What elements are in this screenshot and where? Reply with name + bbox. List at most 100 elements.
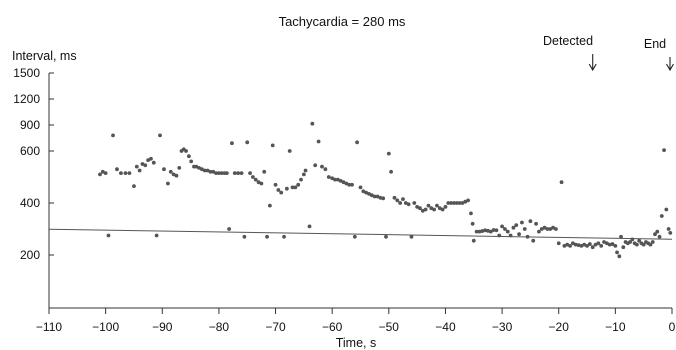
x-tick-label: −110 xyxy=(36,320,62,334)
data-point xyxy=(230,141,234,146)
data-point xyxy=(398,201,403,205)
data-point xyxy=(115,167,119,172)
data-point xyxy=(392,195,397,200)
data-point xyxy=(534,221,538,226)
data-point xyxy=(418,206,422,211)
data-point xyxy=(662,148,666,153)
data-point xyxy=(449,201,454,205)
annotation-detected-label: Detected xyxy=(543,34,593,48)
annotation-end-arrowhead xyxy=(666,63,674,72)
data-point xyxy=(470,221,475,226)
data-point xyxy=(149,156,153,161)
data-point xyxy=(389,169,393,174)
x-tick-label: −30 xyxy=(492,320,513,334)
data-point xyxy=(488,229,493,234)
x-tick-label: −10 xyxy=(605,320,626,334)
data-point xyxy=(423,207,428,212)
data-point xyxy=(553,227,558,231)
data-point xyxy=(641,242,646,247)
data-point xyxy=(514,223,519,228)
data-point xyxy=(361,189,366,194)
data-point xyxy=(316,139,321,144)
data-point xyxy=(664,207,669,212)
data-point xyxy=(539,227,544,231)
data-point xyxy=(326,175,331,179)
data-point xyxy=(657,234,662,239)
data-point xyxy=(211,169,216,174)
data-point xyxy=(500,224,504,229)
data-point xyxy=(98,172,102,177)
data-point xyxy=(151,160,156,165)
data-point xyxy=(262,169,267,174)
data-point xyxy=(593,242,598,247)
data-point xyxy=(403,201,408,205)
data-point xyxy=(232,171,237,176)
data-point xyxy=(166,181,170,186)
data-point xyxy=(599,244,604,248)
data-point xyxy=(330,176,335,181)
annotation-end-label: End xyxy=(644,37,666,51)
data-point xyxy=(140,162,145,166)
data-point xyxy=(483,228,487,233)
data-point xyxy=(568,244,572,248)
data-point xyxy=(194,164,199,169)
data-point xyxy=(511,225,516,230)
chart-title: Tachycardia = 280 ms xyxy=(279,14,406,29)
data-point xyxy=(460,201,465,205)
data-point xyxy=(420,208,425,213)
x-ticks: −110 −100 −90 −80 −70 −60 −50 −40 −30 −20 −10 0 xyxy=(36,308,676,334)
data-point xyxy=(565,242,570,247)
data-point xyxy=(119,171,123,176)
data-point xyxy=(520,220,524,225)
data-point xyxy=(375,194,380,199)
data-point xyxy=(168,169,173,174)
y-tick-label: 1500 xyxy=(13,66,40,80)
data-point xyxy=(100,169,105,174)
data-point xyxy=(650,240,655,244)
data-point xyxy=(528,219,533,224)
data-point xyxy=(412,201,417,205)
data-point xyxy=(219,171,224,176)
data-point xyxy=(111,133,115,138)
data-point xyxy=(214,171,218,176)
data-point xyxy=(426,203,431,208)
data-point xyxy=(469,211,473,216)
x-tick-label: −90 xyxy=(152,320,173,334)
data-point xyxy=(303,168,308,173)
data-point xyxy=(474,229,479,234)
y-tick-label: 200 xyxy=(20,248,40,262)
data-point xyxy=(457,201,462,205)
data-point xyxy=(491,228,496,232)
data-point xyxy=(443,205,448,209)
data-point xyxy=(200,167,204,172)
data-point xyxy=(276,188,281,192)
data-point xyxy=(463,199,468,204)
data-point xyxy=(307,224,312,229)
data-point xyxy=(364,190,369,195)
data-point xyxy=(256,180,261,185)
data-point xyxy=(497,233,502,238)
data-point xyxy=(477,229,482,234)
data-point xyxy=(162,167,166,172)
data-point xyxy=(224,171,229,176)
data-point xyxy=(279,190,284,195)
data-point xyxy=(208,169,213,174)
data-point xyxy=(637,238,642,243)
data-point xyxy=(184,149,188,153)
data-point xyxy=(253,177,258,182)
data-point xyxy=(666,227,671,231)
data-point xyxy=(522,227,527,231)
data-point xyxy=(267,203,272,208)
data-point xyxy=(372,194,377,199)
data-point xyxy=(245,140,250,145)
x-tick-label: −100 xyxy=(92,320,119,334)
data-point xyxy=(585,244,589,248)
data-point xyxy=(437,206,442,211)
data-point xyxy=(395,198,400,203)
data-point xyxy=(350,182,354,187)
data-point xyxy=(320,164,324,169)
data-point xyxy=(146,158,151,163)
data-point xyxy=(154,233,159,238)
data-point xyxy=(452,201,456,205)
data-point xyxy=(127,171,132,176)
